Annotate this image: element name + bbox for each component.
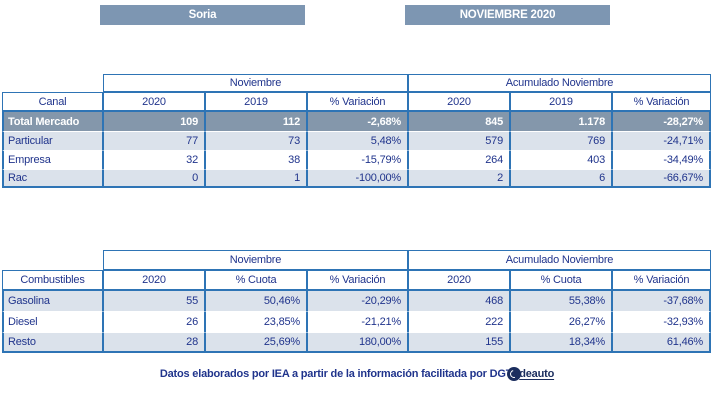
column-header: % Cuota [510, 270, 612, 290]
table-row-empresa: Empresa 32 38 -15,79% 264 403 -34,49% [2, 150, 711, 169]
table-cell: 180,00% [307, 332, 408, 353]
table-cell: 579 [408, 131, 510, 150]
canal-group-header-row: Noviembre Acumulado Noviembre [2, 74, 711, 92]
table-cell: 32 [103, 150, 205, 169]
table-row-rac: Rac 0 1 -100,00% 2 6 -66,67% [2, 169, 711, 188]
region-title: Soria [188, 9, 217, 21]
table-cell: 769 [510, 131, 612, 150]
table-cell: 55,38% [510, 290, 612, 311]
column-group-header: Noviembre [103, 74, 408, 92]
table-cell: -34,49% [612, 150, 711, 169]
canal-table: Noviembre Acumulado Noviembre Canal 2020… [2, 74, 711, 188]
table-cell: 73 [205, 131, 307, 150]
table-cell: 6 [510, 169, 612, 188]
row-label: Gasolina [2, 290, 103, 311]
ideauto-logo: deauto [507, 367, 554, 381]
row-header: Combustibles [2, 270, 103, 290]
table-cell: 0 [103, 169, 205, 188]
row-header: Canal [2, 92, 103, 111]
row-label: Total Mercado [2, 111, 103, 131]
table-cell: 468 [408, 290, 510, 311]
canal-header-row: Canal 2020 2019 % Variación 2020 2019 % … [2, 92, 711, 111]
region-title-bar: Soria [100, 5, 305, 25]
table-cell: 222 [408, 311, 510, 332]
column-header: 2020 [408, 92, 510, 111]
combustibles-group-header-row: Noviembre Acumulado Noviembre [2, 250, 711, 270]
row-label: Resto [2, 332, 103, 353]
period-title-bar: NOVIEMBRE 2020 [405, 5, 610, 25]
footer: Datos elaborados por IEA a partir de la … [0, 365, 714, 383]
table-row-gasolina: Gasolina 55 50,46% -20,29% 468 55,38% -3… [2, 290, 711, 311]
table-cell: 25,69% [205, 332, 307, 353]
column-header: 2020 [103, 92, 205, 111]
table-cell: 77 [103, 131, 205, 150]
table-cell: -37,68% [612, 290, 711, 311]
table-cell: 61,46% [612, 332, 711, 353]
table-cell: 155 [408, 332, 510, 353]
table-cell: 1 [205, 169, 307, 188]
column-header: 2020 [408, 270, 510, 290]
table-row-diesel: Diesel 26 23,85% -21,21% 222 26,27% -32,… [2, 311, 711, 332]
ideauto-logo-icon [507, 367, 522, 381]
table-cell: 23,85% [205, 311, 307, 332]
column-group-header: Acumulado Noviembre [408, 250, 711, 270]
row-label: Particular [2, 131, 103, 150]
table-cell: 403 [510, 150, 612, 169]
column-group-header: Acumulado Noviembre [408, 74, 711, 92]
table-cell: 109 [103, 111, 205, 131]
column-header: % Variación [612, 270, 711, 290]
column-group-header: Noviembre [103, 250, 408, 270]
table-cell: -21,21% [307, 311, 408, 332]
table-cell: -24,71% [612, 131, 711, 150]
table-cell: 38 [205, 150, 307, 169]
period-title: NOVIEMBRE 2020 [459, 9, 556, 21]
column-header: % Variación [307, 92, 408, 111]
table-cell: 2 [408, 169, 510, 188]
row-label: Diesel [2, 311, 103, 332]
table-cell: 5,48% [307, 131, 408, 150]
column-header: 2020 [103, 270, 205, 290]
table-row-total-mercado: Total Mercado 109 112 -2,68% 845 1.178 -… [2, 111, 711, 131]
table-cell: 26 [103, 311, 205, 332]
table-cell: 1.178 [510, 111, 612, 131]
table-cell: -2,68% [307, 111, 408, 131]
column-header: 2019 [205, 92, 307, 111]
row-label: Empresa [2, 150, 103, 169]
table-cell: 264 [408, 150, 510, 169]
table-cell: -32,93% [612, 311, 711, 332]
column-header: % Variación [307, 270, 408, 290]
table-cell: -66,67% [612, 169, 711, 188]
corner-spacer [2, 74, 103, 92]
combustibles-table: Noviembre Acumulado Noviembre Combustibl… [2, 250, 711, 353]
column-header: % Variación [612, 92, 711, 111]
table-cell: 26,27% [510, 311, 612, 332]
row-label: Rac [2, 169, 103, 188]
table-cell: -20,29% [307, 290, 408, 311]
footer-source-text: Datos elaborados por IEA a partir de la … [159, 368, 513, 380]
table-row-resto: Resto 28 25,69% 180,00% 155 18,34% 61,46… [2, 332, 711, 353]
corner-spacer [2, 250, 103, 270]
table-cell: 845 [408, 111, 510, 131]
table-cell: -100,00% [307, 169, 408, 188]
table-cell: 112 [205, 111, 307, 131]
column-header: 2019 [510, 92, 612, 111]
table-cell: 55 [103, 290, 205, 311]
table-cell: -28,27% [612, 111, 711, 131]
table-row-particular: Particular 77 73 5,48% 579 769 -24,71% [2, 131, 711, 150]
table-cell: 50,46% [205, 290, 307, 311]
table-cell: 18,34% [510, 332, 612, 353]
column-header: % Cuota [205, 270, 307, 290]
table-cell: -15,79% [307, 150, 408, 169]
combustibles-header-row: Combustibles 2020 % Cuota % Variación 20… [2, 270, 711, 290]
table-cell: 28 [103, 332, 205, 353]
ideauto-logo-text: deauto [519, 368, 555, 380]
